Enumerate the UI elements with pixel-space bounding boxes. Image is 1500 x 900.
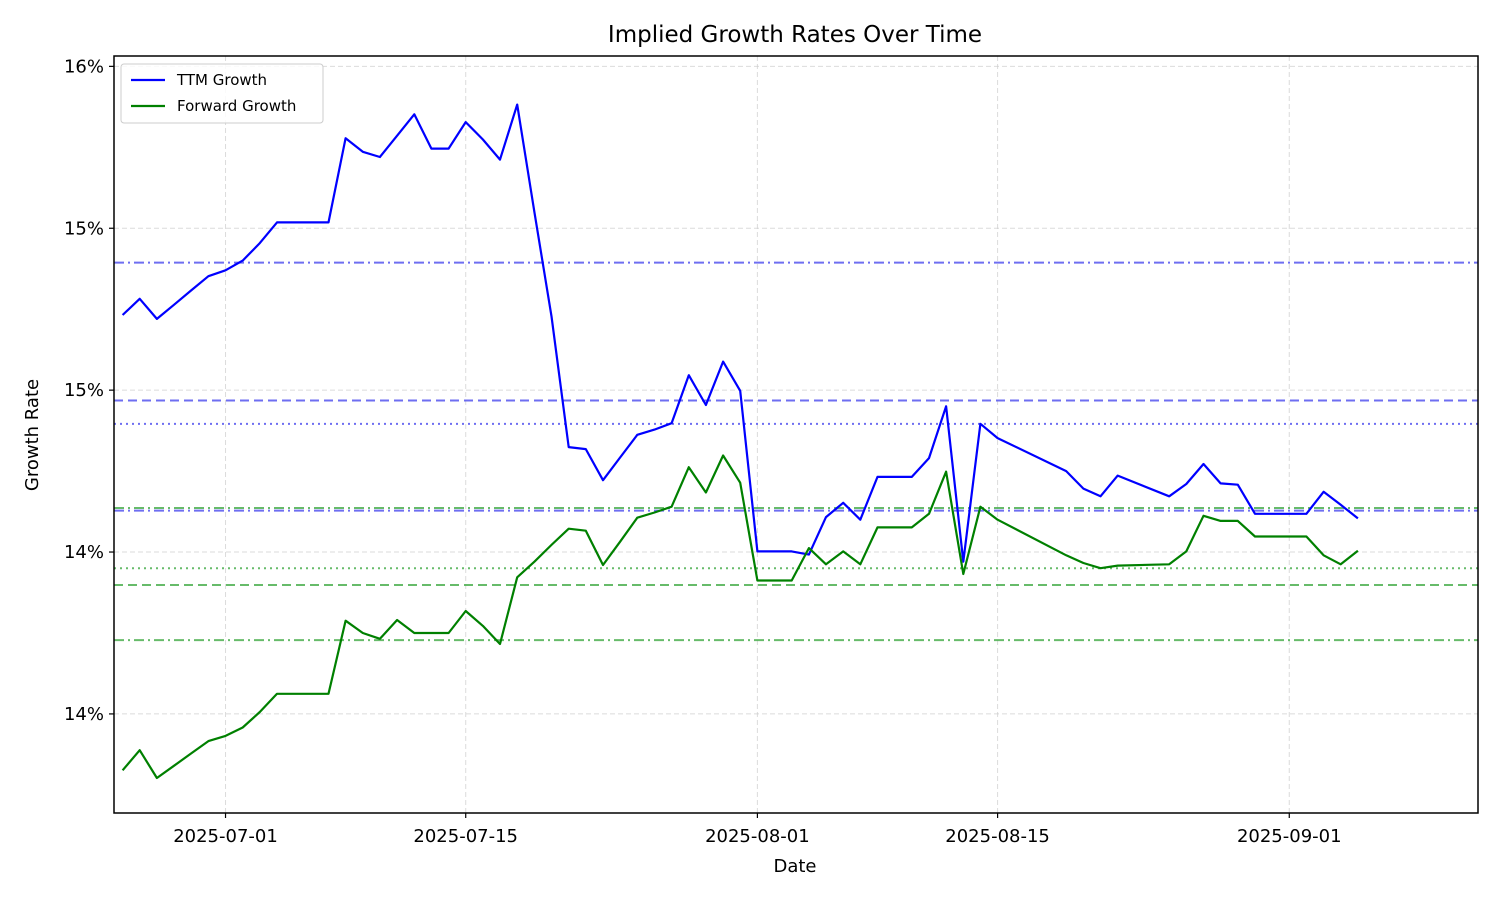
plot-frame <box>113 55 1479 814</box>
series-line-1 <box>121 454 1359 780</box>
y-tick-label: 15% <box>64 218 104 239</box>
chart-title: Implied Growth Rates Over Time <box>608 22 982 48</box>
y-tick-label: 15% <box>64 380 104 401</box>
x-axis-label: Date <box>773 856 816 877</box>
x-tick-label: 2025-07-01 <box>173 826 278 847</box>
legend: TTM Growth Forward Growth <box>120 63 324 124</box>
y-tick-label: 14% <box>64 704 104 725</box>
x-tick-label: 2025-08-15 <box>945 826 1050 847</box>
legend-label-ttm: TTM Growth <box>176 71 267 89</box>
y-axis-label: Growth Rate <box>22 379 43 491</box>
x-tick-label: 2025-09-01 <box>1237 826 1342 847</box>
legend-box <box>120 63 324 124</box>
legend-label-forward: Forward Growth <box>177 97 296 115</box>
tick-layer: 2025-07-01 2025-07-15 2025-08-01 2025-08-15… <box>64 56 1342 847</box>
series-layer <box>121 103 1359 780</box>
x-tick-label: 2025-08-01 <box>705 826 810 847</box>
y-tick-label: 16% <box>64 56 104 77</box>
y-tick-label: 14% <box>64 542 104 563</box>
x-tick-label: 2025-07-15 <box>413 826 518 847</box>
series-line-0 <box>121 103 1359 563</box>
